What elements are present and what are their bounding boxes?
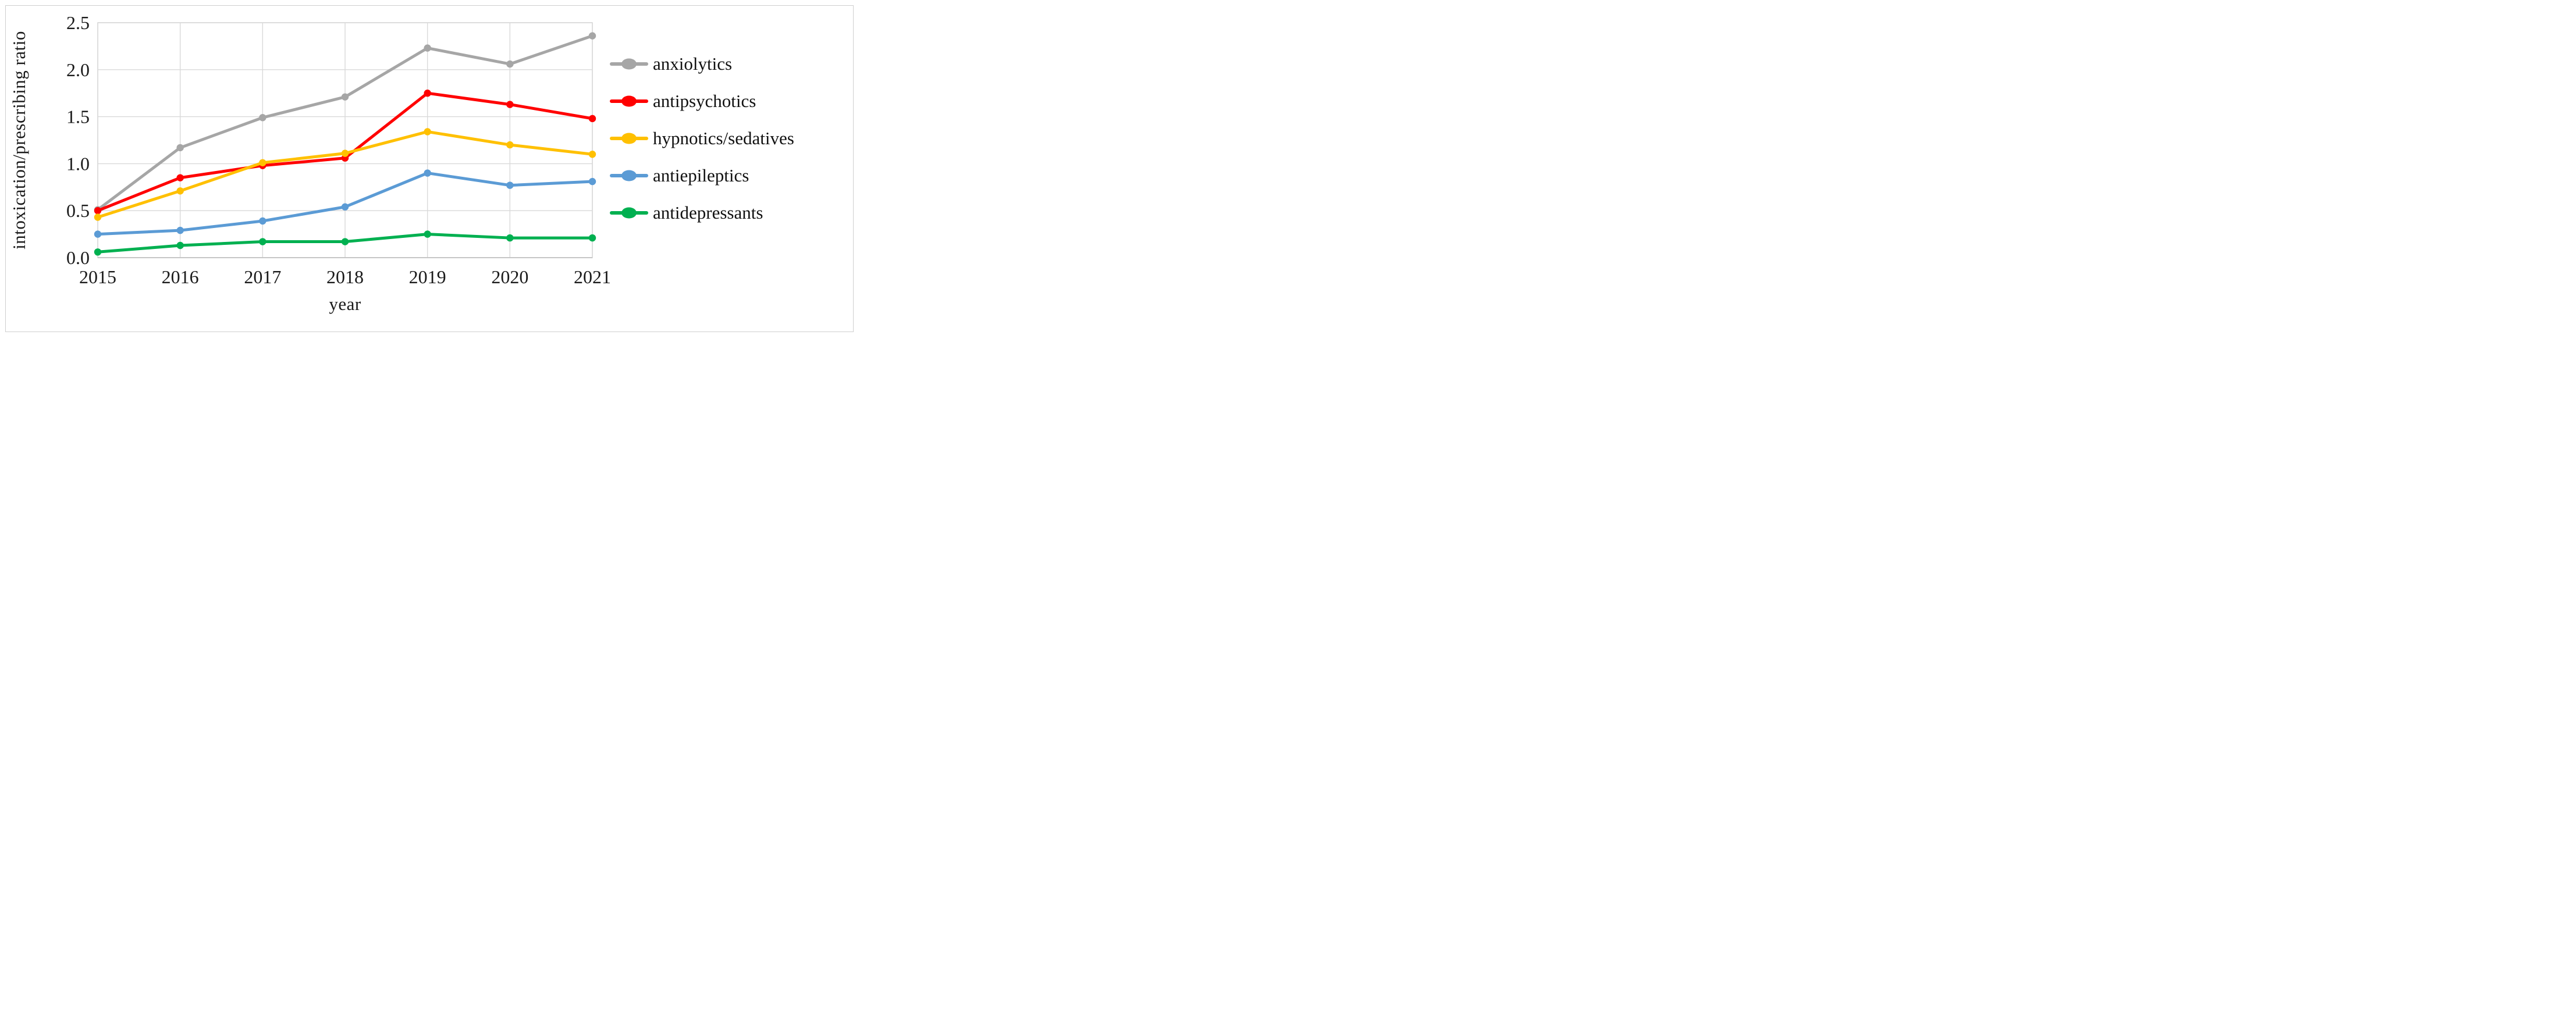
data-point-antipsychotics-2015 [94, 207, 102, 215]
data-point-antiepileptics-2021 [588, 177, 596, 186]
data-point-antidepressants-2020 [506, 234, 514, 242]
data-point-anxiolytics-2020 [506, 60, 514, 68]
data-point-hypnotics-sedatives-2015 [94, 213, 102, 221]
data-point-antiepileptics-2017 [259, 217, 267, 225]
data-point-anxiolytics-2021 [588, 32, 596, 40]
x-tick-label: 2021 [574, 266, 611, 287]
data-point-antidepressants-2016 [176, 241, 184, 250]
data-point-hypnotics-sedatives-2018 [341, 149, 349, 157]
data-point-anxiolytics-2019 [424, 44, 431, 52]
data-point-antidepressants-2019 [424, 230, 431, 238]
data-point-hypnotics-sedatives-2020 [506, 141, 514, 149]
data-point-hypnotics-sedatives-2016 [176, 187, 184, 195]
x-tick-label: 2015 [79, 266, 116, 287]
data-point-antiepileptics-2015 [94, 230, 102, 238]
data-point-hypnotics-sedatives-2017 [259, 159, 267, 166]
y-tick-label: 0.0 [66, 247, 90, 268]
data-point-anxiolytics-2016 [176, 144, 184, 152]
data-point-anxiolytics-2018 [341, 93, 349, 101]
y-axis-title: intoxication/prescribing ratio [9, 31, 29, 250]
data-point-hypnotics-sedatives-2021 [588, 151, 596, 158]
data-point-hypnotics-sedatives-2019 [424, 128, 431, 136]
y-tick-label: 1.5 [66, 106, 90, 127]
data-point-antipsychotics-2021 [588, 115, 596, 123]
data-point-antiepileptics-2018 [341, 203, 349, 211]
y-tick-label: 0.5 [66, 200, 90, 221]
data-point-antiepileptics-2019 [424, 169, 431, 177]
data-point-antiepileptics-2020 [506, 181, 514, 189]
data-point-antidepressants-2018 [341, 238, 349, 245]
data-point-antipsychotics-2016 [176, 174, 184, 181]
chart-plot-area: 0.0 0.5 1.0 1.5 2.0 2.5 2015 2016 2017 2018 2019 20… [66, 12, 611, 287]
x-tick-label: 2020 [491, 266, 528, 287]
x-tick-label: 2017 [244, 266, 281, 287]
data-point-antipsychotics-2019 [424, 90, 431, 97]
data-point-anxiolytics-2017 [259, 114, 267, 122]
x-tick-label: 2018 [326, 266, 364, 287]
y-tick-label: 1.0 [66, 153, 90, 174]
data-point-antidepressants-2015 [94, 248, 102, 256]
data-point-antipsychotics-2020 [506, 101, 514, 108]
data-point-antidepressants-2017 [259, 238, 267, 245]
figure-line-chart: 0.0 0.5 1.0 1.5 2.0 2.5 2015 2016 2017 2018 2019 20… [0, 0, 859, 337]
x-axis-title: year [329, 294, 361, 314]
data-point-antiepileptics-2016 [176, 226, 184, 234]
y-tick-label: 2.0 [66, 59, 90, 80]
x-tick-label: 2019 [409, 266, 446, 287]
x-tick-label: 2016 [162, 266, 199, 287]
data-point-antidepressants-2021 [588, 234, 596, 242]
y-tick-label: 2.5 [66, 12, 90, 33]
